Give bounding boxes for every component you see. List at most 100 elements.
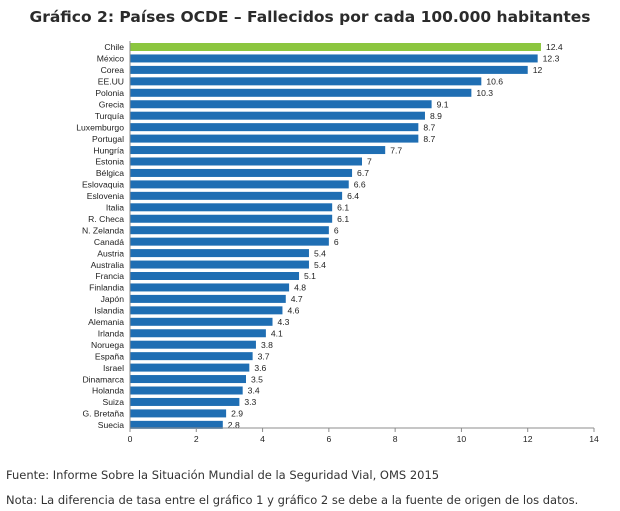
x-tick-label: 6	[326, 434, 331, 444]
category-label: Polonia	[95, 88, 124, 98]
category-label: España	[95, 351, 124, 361]
bar	[130, 226, 329, 235]
value-label: 8.7	[423, 134, 435, 144]
bar	[130, 340, 256, 349]
category-label: Islandia	[94, 306, 124, 316]
value-label: 3.7	[258, 351, 270, 361]
value-label: 10.6	[486, 77, 503, 87]
x-tick-label: 14	[589, 434, 599, 444]
category-label: Japón	[101, 294, 125, 304]
bar	[130, 203, 333, 212]
category-label: Finlandia	[89, 283, 124, 293]
value-label: 6	[334, 237, 339, 247]
bar	[130, 363, 250, 372]
bar	[130, 77, 482, 86]
category-label: Chile	[104, 42, 124, 52]
bar	[130, 43, 541, 51]
value-label: 2.9	[231, 409, 243, 419]
bar	[130, 146, 386, 155]
category-label: Bélgica	[96, 168, 124, 178]
bar-chart: Chile 12.4 México 12.3 Corea 12 EE.UU 10.6 Polon…	[76, 41, 599, 444]
value-label: 3.8	[261, 340, 273, 350]
x-tick-label: 12	[523, 434, 533, 444]
value-label: 3.3	[244, 397, 256, 407]
value-label: 4.8	[294, 283, 306, 293]
bar	[130, 352, 253, 361]
value-label: 7.7	[390, 145, 402, 155]
x-tick-label: 0	[128, 434, 133, 444]
value-label: 10.3	[476, 88, 493, 98]
category-label: Canadá	[94, 237, 124, 247]
category-label: G. Bretaña	[82, 409, 124, 419]
bar	[130, 329, 266, 338]
footnote: Nota: La diferencia de tasa entre el grá…	[6, 493, 579, 507]
category-label: Eslovenia	[87, 191, 124, 201]
value-label: 3.5	[251, 374, 263, 384]
bar	[130, 134, 419, 143]
category-label: Austria	[97, 248, 124, 258]
bar	[130, 168, 353, 177]
category-label: Suecia	[98, 420, 124, 430]
category-label: Estonia	[95, 157, 124, 167]
value-label: 8.7	[423, 122, 435, 132]
value-label: 4.6	[287, 306, 299, 316]
value-label: 12.3	[543, 54, 560, 64]
bar	[130, 180, 349, 189]
bar	[130, 420, 223, 429]
bar	[130, 294, 286, 303]
bar	[130, 88, 472, 97]
bar	[130, 386, 243, 395]
bar	[130, 237, 329, 246]
bar	[130, 306, 283, 315]
value-label: 3.4	[248, 386, 260, 396]
source-note: Fuente: Informe Sobre la Situación Mundi…	[6, 468, 440, 482]
category-label: Alemania	[88, 317, 124, 327]
value-label: 4.3	[278, 317, 290, 327]
value-label: 8.9	[430, 111, 442, 121]
bars-layer: Chile 12.4 México 12.3 Corea 12 EE.UU 10.6 Polon…	[76, 42, 563, 430]
value-label: 5.4	[314, 260, 326, 270]
category-label: Australia	[91, 260, 125, 270]
bar	[130, 111, 425, 120]
category-label: Francia	[95, 271, 124, 281]
bar	[130, 260, 309, 269]
category-label: Holanda	[92, 386, 124, 396]
value-label: 6.6	[354, 180, 366, 190]
value-label: 6.7	[357, 168, 369, 178]
category-label: Israel	[103, 363, 124, 373]
value-label: 4.1	[271, 328, 283, 338]
bar	[130, 65, 528, 74]
value-label: 6.1	[337, 203, 349, 213]
bar	[130, 397, 240, 406]
category-label: Corea	[101, 65, 125, 75]
bar	[130, 317, 273, 326]
value-label: 6	[334, 225, 339, 235]
bar	[130, 249, 309, 258]
category-label: Italia	[106, 203, 124, 213]
category-label: Luxemburgo	[76, 122, 124, 132]
category-label: Noruega	[91, 340, 124, 350]
bar	[130, 191, 343, 200]
value-label: 5.1	[304, 271, 316, 281]
x-tick-label: 10	[457, 434, 467, 444]
value-label: 3.6	[254, 363, 266, 373]
category-label: Suiza	[103, 397, 125, 407]
value-label: 4.7	[291, 294, 303, 304]
bar	[130, 54, 538, 63]
bar	[130, 100, 432, 109]
category-label: Eslovaquia	[82, 180, 124, 190]
category-label: N. Zelanda	[82, 225, 124, 235]
category-label: EE.UU	[98, 77, 124, 87]
x-tick-label: 2	[194, 434, 199, 444]
category-label: México	[97, 54, 124, 64]
value-label: 5.4	[314, 248, 326, 258]
x-tick-label: 8	[393, 434, 398, 444]
x-axis: 0 2 4 6 8 10 12 14	[128, 41, 599, 444]
category-label: Turquía	[95, 111, 125, 121]
bar	[130, 214, 333, 223]
bar	[130, 123, 419, 132]
category-label: Hungría	[93, 145, 124, 155]
bar	[130, 272, 300, 280]
value-label: 6.4	[347, 191, 359, 201]
